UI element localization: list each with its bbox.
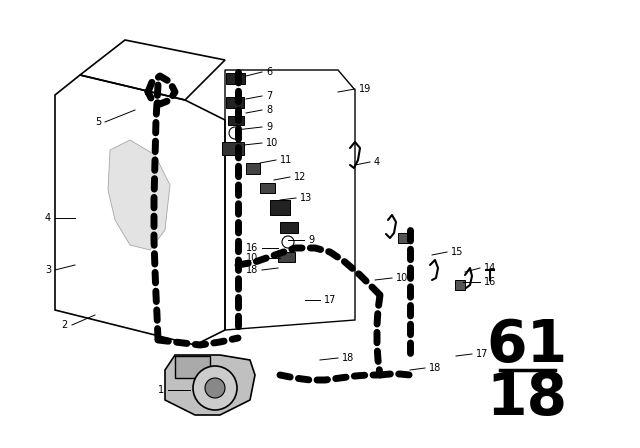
Text: 6: 6 bbox=[266, 67, 272, 77]
Text: 16: 16 bbox=[484, 277, 496, 287]
Text: 8: 8 bbox=[266, 105, 272, 115]
Polygon shape bbox=[246, 163, 260, 174]
Polygon shape bbox=[226, 73, 245, 84]
Text: 10: 10 bbox=[246, 253, 258, 263]
Text: 5: 5 bbox=[95, 117, 101, 127]
Text: 16: 16 bbox=[246, 243, 258, 253]
Text: 19: 19 bbox=[359, 84, 371, 94]
Text: 9: 9 bbox=[266, 122, 272, 132]
Polygon shape bbox=[175, 356, 210, 378]
Text: 4: 4 bbox=[45, 213, 51, 223]
Polygon shape bbox=[278, 252, 295, 262]
Polygon shape bbox=[260, 183, 275, 193]
Text: 2: 2 bbox=[61, 320, 68, 330]
Text: 14: 14 bbox=[484, 263, 496, 273]
Polygon shape bbox=[228, 116, 244, 125]
Text: 7: 7 bbox=[266, 91, 272, 101]
Text: 3: 3 bbox=[45, 265, 51, 275]
Text: 18: 18 bbox=[486, 370, 568, 426]
Circle shape bbox=[193, 366, 237, 410]
Text: 15: 15 bbox=[451, 247, 463, 257]
Polygon shape bbox=[280, 222, 298, 233]
Text: 10: 10 bbox=[396, 273, 408, 283]
Text: 18: 18 bbox=[246, 265, 258, 275]
Text: 1: 1 bbox=[158, 385, 164, 395]
Text: 18: 18 bbox=[429, 363, 441, 373]
Text: 10: 10 bbox=[266, 138, 278, 148]
Text: 18: 18 bbox=[342, 353, 355, 363]
Text: 9: 9 bbox=[308, 235, 314, 245]
Polygon shape bbox=[398, 233, 410, 243]
Polygon shape bbox=[222, 142, 244, 155]
Text: 11: 11 bbox=[280, 155, 292, 165]
Polygon shape bbox=[165, 355, 255, 415]
Polygon shape bbox=[270, 200, 290, 215]
Text: 17: 17 bbox=[324, 295, 337, 305]
Text: 61: 61 bbox=[486, 316, 568, 374]
Polygon shape bbox=[108, 140, 170, 250]
Circle shape bbox=[205, 378, 225, 398]
Text: 13: 13 bbox=[300, 193, 312, 203]
Polygon shape bbox=[455, 280, 465, 290]
Text: 17: 17 bbox=[476, 349, 488, 359]
Text: 12: 12 bbox=[294, 172, 307, 182]
Text: 4: 4 bbox=[374, 157, 380, 167]
Polygon shape bbox=[226, 97, 244, 108]
